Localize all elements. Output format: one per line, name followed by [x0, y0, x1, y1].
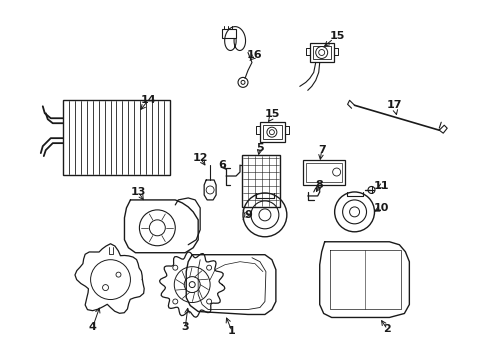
Text: 13: 13: [130, 187, 146, 197]
Text: 17: 17: [386, 100, 401, 110]
Bar: [312, 45, 330, 59]
Bar: [305, 163, 341, 182]
Text: 1: 1: [228, 327, 235, 336]
Text: 9: 9: [244, 210, 251, 220]
Text: 14: 14: [140, 95, 156, 105]
Bar: [309, 42, 333, 62]
Text: 2: 2: [383, 324, 390, 334]
Text: 12: 12: [192, 153, 207, 163]
Bar: [302, 160, 344, 185]
Text: 16: 16: [246, 50, 262, 60]
Text: 5: 5: [256, 143, 263, 153]
Bar: [260, 122, 285, 142]
Text: 10: 10: [373, 203, 388, 213]
Bar: [263, 125, 281, 139]
Bar: [222, 28, 236, 37]
Text: 6: 6: [218, 160, 225, 170]
Text: 7: 7: [317, 145, 325, 155]
Bar: [62, 100, 170, 175]
Bar: [242, 155, 279, 207]
Text: 11: 11: [373, 181, 388, 191]
Text: 4: 4: [88, 323, 96, 332]
Text: 3: 3: [181, 323, 189, 332]
Text: 8: 8: [315, 180, 323, 190]
Text: 15: 15: [329, 31, 345, 41]
Text: 15: 15: [264, 109, 279, 119]
